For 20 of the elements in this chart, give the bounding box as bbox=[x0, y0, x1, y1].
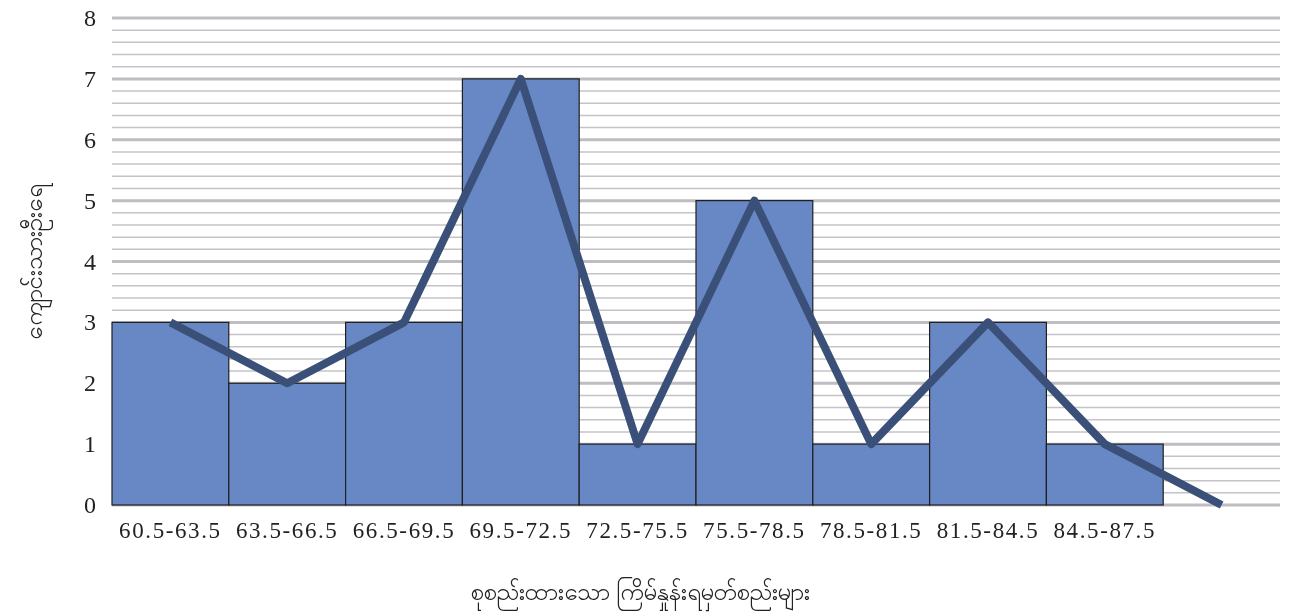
y-tick-label: 7 bbox=[84, 65, 96, 92]
y-tick-label: 3 bbox=[84, 309, 96, 336]
y-tick-label: 5 bbox=[84, 187, 96, 214]
x-tick-label: 60.5-63.5 bbox=[119, 518, 222, 543]
y-tick-label: 1 bbox=[84, 431, 96, 458]
x-tick-label: 72.5-75.5 bbox=[586, 518, 689, 543]
x-tick-label: 63.5-66.5 bbox=[235, 518, 339, 543]
x-tick-label: 84.5-87.5 bbox=[1053, 518, 1157, 543]
x-tick-label: 75.5-78.5 bbox=[703, 518, 806, 543]
y-tick-label: 0 bbox=[84, 492, 96, 518]
y-axis-title: ကျောင်းသားဦးရေ bbox=[19, 183, 53, 340]
x-tick-label: 78.5-81.5 bbox=[819, 518, 923, 543]
y-tick-label: 2 bbox=[84, 370, 96, 397]
y-tick-label: 6 bbox=[84, 126, 96, 153]
x-tick-label: 66.5-69.5 bbox=[352, 518, 456, 543]
y-tick-label: 8 bbox=[84, 5, 96, 31]
y-tick-label: 4 bbox=[84, 248, 96, 275]
x-tick-label: 69.5-72.5 bbox=[469, 518, 573, 543]
x-tick-label: 81.5-84.5 bbox=[936, 518, 1040, 543]
x-axis-title: စုစည်းထားသော ကြိမ်နှုန်းရမှတ်စည်းများ bbox=[470, 576, 810, 612]
